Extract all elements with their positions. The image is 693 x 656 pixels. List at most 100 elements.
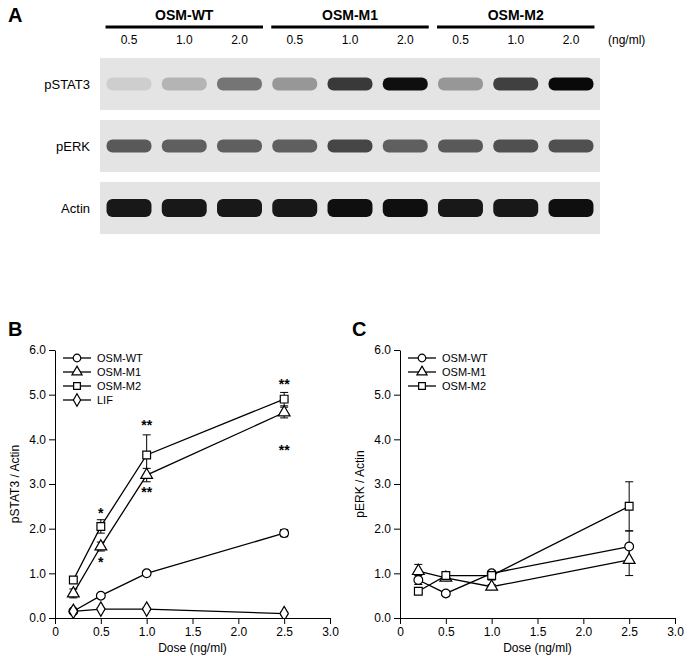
x-tick-label: 1.5 bbox=[530, 625, 547, 639]
annotation: ** bbox=[279, 376, 290, 392]
x-tick-mark bbox=[400, 618, 401, 624]
error-cap bbox=[280, 417, 288, 418]
blot-strip bbox=[100, 182, 600, 234]
blot-band bbox=[438, 199, 483, 217]
series-marker bbox=[441, 589, 450, 598]
y-tick-label: 6.0 bbox=[374, 343, 391, 357]
legend-label: LIF bbox=[97, 394, 113, 406]
x-tick: 1.5 bbox=[185, 618, 202, 639]
y-tick: 2.0 bbox=[374, 522, 400, 536]
y-tick-label: 0.0 bbox=[374, 611, 391, 625]
group-label: OSM-M1 bbox=[322, 7, 378, 23]
blot-band bbox=[493, 78, 538, 91]
error-bar bbox=[625, 482, 633, 531]
blot-band bbox=[383, 140, 428, 153]
series-marker bbox=[412, 564, 424, 574]
x-tick: 1.0 bbox=[139, 618, 156, 639]
error-cap bbox=[625, 530, 633, 531]
series-marker bbox=[143, 451, 151, 459]
x-tick-mark bbox=[147, 618, 148, 624]
blot-band bbox=[328, 199, 373, 217]
series-marker bbox=[143, 602, 151, 616]
blot-band bbox=[383, 78, 428, 91]
legend-marker bbox=[73, 354, 81, 362]
y-tick-mark bbox=[49, 484, 55, 485]
lane-label: 0.5 bbox=[452, 33, 469, 47]
blot-band bbox=[107, 199, 152, 217]
error-bar bbox=[488, 571, 496, 580]
blot-band bbox=[549, 78, 594, 91]
series-marker bbox=[280, 606, 288, 618]
x-tick-mark bbox=[492, 618, 493, 624]
x-tick: 0 bbox=[52, 618, 59, 639]
legend-label: OSM-WT bbox=[97, 352, 143, 364]
group-label: OSM-WT bbox=[155, 7, 214, 23]
x-tick-mark bbox=[284, 618, 285, 624]
panel-label: C bbox=[352, 318, 366, 340]
blot-band bbox=[493, 199, 538, 217]
row-label: pSTAT3 bbox=[44, 77, 90, 92]
blot-band bbox=[107, 78, 152, 91]
blot-band bbox=[107, 140, 152, 153]
x-tick-mark bbox=[193, 618, 194, 624]
error-cap bbox=[625, 575, 633, 576]
lane-label: 0.5 bbox=[121, 33, 138, 47]
y-axis-line bbox=[400, 351, 401, 619]
x-tick: 0 bbox=[397, 618, 404, 639]
series-marker bbox=[278, 406, 290, 416]
error-cap bbox=[625, 530, 633, 531]
plot-marks bbox=[412, 482, 635, 598]
x-tick-label: 2.0 bbox=[230, 625, 247, 639]
blot-band bbox=[272, 78, 317, 91]
legend-label: OSM-M1 bbox=[442, 366, 486, 378]
legend-marker bbox=[73, 394, 80, 406]
y-axis-title: pSTAT3 / Actin bbox=[8, 445, 22, 523]
blot-band bbox=[162, 199, 207, 217]
y-tick-mark bbox=[394, 350, 400, 351]
x-tick: 1.0 bbox=[484, 618, 501, 639]
series-line bbox=[73, 399, 284, 580]
y-tick-mark bbox=[394, 439, 400, 440]
y-axis-line bbox=[55, 351, 56, 619]
y-tick-mark bbox=[49, 350, 55, 351]
series-marker bbox=[97, 523, 105, 531]
y-tick: 4.0 bbox=[29, 433, 55, 447]
x-tick: 2.0 bbox=[575, 618, 592, 639]
y-tick-label: 1.0 bbox=[374, 567, 391, 581]
x-axis-title: Dose (ng/ml) bbox=[158, 641, 227, 655]
error-cap bbox=[143, 434, 151, 435]
line-panel: C00.51.01.52.02.53.00.01.02.03.04.05.06.… bbox=[352, 318, 684, 655]
x-tick: 3.0 bbox=[667, 618, 684, 639]
y-tick: 1.0 bbox=[29, 567, 55, 581]
series-marker bbox=[95, 540, 107, 550]
y-axis: 0.01.02.03.04.05.06.0 bbox=[29, 343, 55, 625]
error-bar bbox=[280, 530, 288, 537]
blot-strip bbox=[100, 58, 600, 110]
blot-band bbox=[438, 78, 483, 91]
figure: AOSM-WTOSM-M1OSM-M20.51.02.00.51.02.00.5… bbox=[0, 0, 693, 656]
series-marker bbox=[486, 580, 498, 590]
blot-panel: AOSM-WTOSM-M1OSM-M20.51.02.00.51.02.00.5… bbox=[8, 4, 645, 234]
lane-label: 2.0 bbox=[563, 33, 580, 47]
panel-label: B bbox=[8, 318, 22, 340]
error-bar bbox=[280, 392, 288, 405]
row-label: pERK bbox=[56, 139, 90, 154]
error-bar bbox=[414, 576, 422, 585]
series-marker bbox=[442, 572, 450, 580]
blot-band bbox=[217, 78, 262, 91]
x-tick-label: 3.0 bbox=[667, 625, 684, 639]
series-line bbox=[418, 506, 629, 591]
lane-label: 1.0 bbox=[342, 33, 359, 47]
x-axis: 00.51.01.52.02.53.0 bbox=[397, 618, 684, 639]
lane-label: 2.0 bbox=[231, 33, 248, 47]
annotation: * bbox=[98, 505, 104, 521]
blot-band bbox=[328, 78, 373, 91]
x-tick-mark bbox=[583, 618, 584, 624]
blot-band bbox=[272, 140, 317, 153]
group-label: OSM-M2 bbox=[488, 7, 544, 23]
error-cap bbox=[625, 481, 633, 482]
x-tick-mark bbox=[629, 618, 630, 624]
x-axis: 00.51.01.52.02.53.0 bbox=[52, 618, 339, 639]
error-cap bbox=[69, 597, 77, 598]
annotation: ** bbox=[141, 484, 152, 500]
